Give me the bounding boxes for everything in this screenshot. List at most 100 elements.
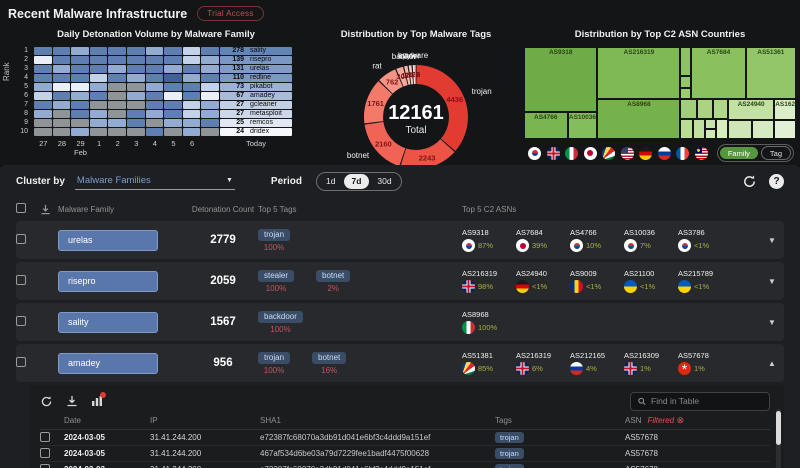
tag-chip-trojan[interactable]: trojan — [495, 464, 524, 468]
heatmap-cell — [71, 56, 89, 64]
asn-item-AS9318: AS9318 87% — [462, 228, 516, 252]
subtable-chart-icon[interactable] — [91, 392, 106, 407]
heatmap-cell — [34, 65, 52, 73]
heatmap-cell — [89, 83, 108, 91]
heatmap-cell — [145, 65, 164, 73]
treemap-cell-as8968[interactable]: AS8968 — [597, 98, 681, 139]
tag-chip-trojan[interactable]: trojan — [495, 448, 524, 459]
period-button-1d[interactable]: 1d — [318, 174, 343, 189]
filter-remove-icon[interactable]: ⊗ — [674, 415, 685, 425]
period-button-7d[interactable]: 7d — [343, 173, 370, 189]
x-tick-label: 27 — [39, 139, 48, 148]
treemap-cell-as216319[interactable]: AS216319 — [597, 47, 681, 99]
tag-chip-stealer[interactable]: stealer — [258, 269, 295, 282]
asn-item-AS7684: AS7684 39% — [516, 228, 570, 252]
treemap-cell[interactable] — [774, 119, 796, 139]
trial-access-badge[interactable]: Trial Access — [197, 6, 264, 21]
treemap-cell[interactable] — [704, 118, 716, 129]
subtable-row[interactable]: 2024-03-0331.41.244.200e72387fc68070a3db… — [40, 462, 770, 468]
rank-label: 4 — [24, 74, 28, 81]
treemap-cell[interactable] — [752, 119, 775, 139]
family-pill[interactable]: risepro — [58, 270, 158, 292]
family-pill[interactable]: urelas — [58, 229, 158, 251]
select-all-checkbox[interactable] — [16, 203, 26, 213]
period-button-30d[interactable]: 30d — [369, 174, 399, 189]
row-checkbox[interactable] — [40, 447, 50, 458]
tag-percent: 100% — [265, 283, 287, 293]
treemap-cell[interactable] — [680, 47, 692, 76]
heatmap-cell — [182, 101, 201, 109]
expand-caret[interactable]: ▼ — [768, 317, 776, 327]
chevron-down-icon: ▼ — [225, 176, 233, 184]
asn-percent: 100% — [478, 323, 498, 332]
subtable-row[interactable]: 2024-03-05 31.41.244.200 e72387fc68070a3db… — [40, 430, 770, 446]
subtable-refresh-icon[interactable] — [40, 395, 53, 408]
refresh-icon[interactable] — [742, 174, 757, 189]
expand-caret[interactable]: ▼ — [768, 235, 776, 245]
help-icon[interactable]: ? — [769, 173, 784, 189]
treemap-cell[interactable] — [728, 119, 753, 139]
segment-value: 762 — [386, 77, 399, 86]
toggle-tag-button[interactable]: Tag — [760, 146, 791, 160]
asn-name: AS212165 — [570, 351, 606, 360]
treemap-cell[interactable] — [692, 118, 705, 139]
expand-caret[interactable]: ▲ — [768, 358, 776, 368]
asn-item-AS8968: AS8968 100% — [462, 310, 516, 334]
subtable-row[interactable]: 2024-03-05 31.41.244.200 467af534d6be03a79… — [40, 446, 770, 462]
treemap-cell[interactable] — [680, 98, 697, 119]
row-checkbox[interactable] — [40, 431, 50, 442]
treemap-cell-as24940[interactable]: AS24940 — [728, 98, 775, 120]
scrollbar-thumb[interactable] — [776, 411, 781, 445]
asn-name: AS7684 — [516, 228, 543, 237]
row-checkbox[interactable] — [40, 463, 50, 468]
treemap-cell-as7684[interactable]: AS7684 — [691, 47, 746, 99]
find-in-table-input[interactable] — [651, 396, 762, 406]
tag-chip-trojan[interactable]: trojan — [258, 351, 291, 364]
find-in-table-box — [630, 391, 770, 411]
family-pill[interactable]: amadey — [58, 352, 158, 374]
tag-chip-backdoor[interactable]: backdoor — [258, 310, 303, 323]
row-checkbox[interactable] — [16, 316, 26, 326]
row-checkbox[interactable] — [16, 234, 26, 244]
row-checkbox[interactable] — [16, 275, 26, 285]
treemap-cell-as9318[interactable]: AS9318 — [524, 47, 598, 113]
table-row-risepro[interactable]: risepro 2059 stealer 100% botnet 2% AS216319 98… — [16, 262, 784, 300]
row-checkbox[interactable] — [16, 357, 26, 367]
treemap-cell[interactable] — [680, 118, 693, 139]
table-row-amadey[interactable]: amadey 956 trojan 100% botnet 16% AS51381 85% AS… — [16, 344, 784, 382]
table-row-sality[interactable]: sality 1567 backdoor 100% AS8968 100% ▼ — [16, 303, 784, 341]
flag-jp-icon — [583, 146, 597, 160]
tag-chip-trojan[interactable]: trojan — [258, 228, 291, 241]
treemap-cell[interactable] — [715, 118, 728, 139]
subtable-scrollbar[interactable] — [776, 409, 781, 468]
tag-chip-botnet[interactable]: botnet — [316, 269, 351, 282]
heatmap-today-bar: 24 dridex — [220, 128, 292, 136]
asn-percent: 87% — [478, 241, 494, 250]
family-pill[interactable]: sality — [58, 311, 158, 333]
period-segmented-control: 1d 7d 30d — [316, 171, 402, 191]
subtable-download-icon[interactable] — [66, 395, 78, 407]
flag-ro-icon — [570, 280, 583, 293]
download-icon[interactable] — [40, 204, 58, 215]
tag-chip-trojan[interactable]: trojan — [495, 432, 524, 443]
treemap-cell-as10036[interactable]: AS10036 — [567, 112, 598, 139]
flag-us-icon — [620, 146, 634, 160]
treemap-cell[interactable] — [696, 98, 714, 119]
table-row-urelas[interactable]: urelas 2779 trojan 100% AS9318 87% AS7684 39% AS… — [16, 221, 784, 259]
treemap-cell-as51361[interactable]: AS51361 — [745, 47, 796, 99]
treemap-cell[interactable] — [680, 88, 692, 99]
tag-chip-botnet[interactable]: botnet — [312, 351, 347, 364]
rank-label: 6 — [24, 92, 28, 99]
tag-item: stealer 100% — [258, 269, 295, 293]
treemap-cell-as4766[interactable]: AS4766 — [524, 112, 568, 139]
treemap-cell[interactable] — [713, 98, 728, 119]
expand-caret[interactable]: ▼ — [768, 276, 776, 286]
treemap-cell[interactable] — [704, 128, 716, 139]
cluster-dropdown[interactable]: Malware Families ▼ — [74, 173, 235, 190]
heatmap-y-axis-label: Rank — [2, 62, 11, 81]
treemap-cell[interactable] — [680, 75, 692, 89]
flag-gb-icon — [624, 362, 637, 375]
asn-name: AS8968 — [462, 310, 489, 319]
treemap-cell-as16276[interactable]: AS16276 — [774, 98, 796, 120]
toggle-family-button[interactable]: Family — [719, 147, 758, 159]
